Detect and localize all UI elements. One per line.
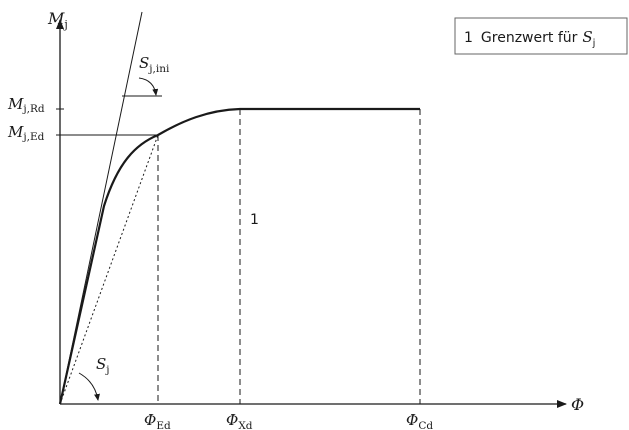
x-axis-label: Φ: [571, 395, 584, 414]
secant-stiffness-line: [59, 134, 159, 405]
legend-text: 1 Grenzwert für Sj: [464, 28, 595, 49]
legend: 1 Grenzwert für Sj: [454, 17, 628, 55]
label-phi-ed: ΦEd: [144, 411, 171, 430]
marker-1: 1: [250, 212, 259, 228]
sjini-angle-arc: [138, 77, 159, 96]
y-axis-label: Mj: [47, 9, 68, 31]
sj-angle-arc: [78, 372, 100, 401]
label-sj: Sj: [96, 355, 110, 376]
label-phi-xd: ΦXd: [226, 411, 253, 430]
label-phi-cd: ΦCd: [406, 411, 433, 430]
label-mjed: Mj,Ed: [7, 123, 45, 143]
label-sjini: Sj,ini: [139, 54, 170, 75]
label-mjrd: Mj,Rd: [7, 95, 45, 115]
